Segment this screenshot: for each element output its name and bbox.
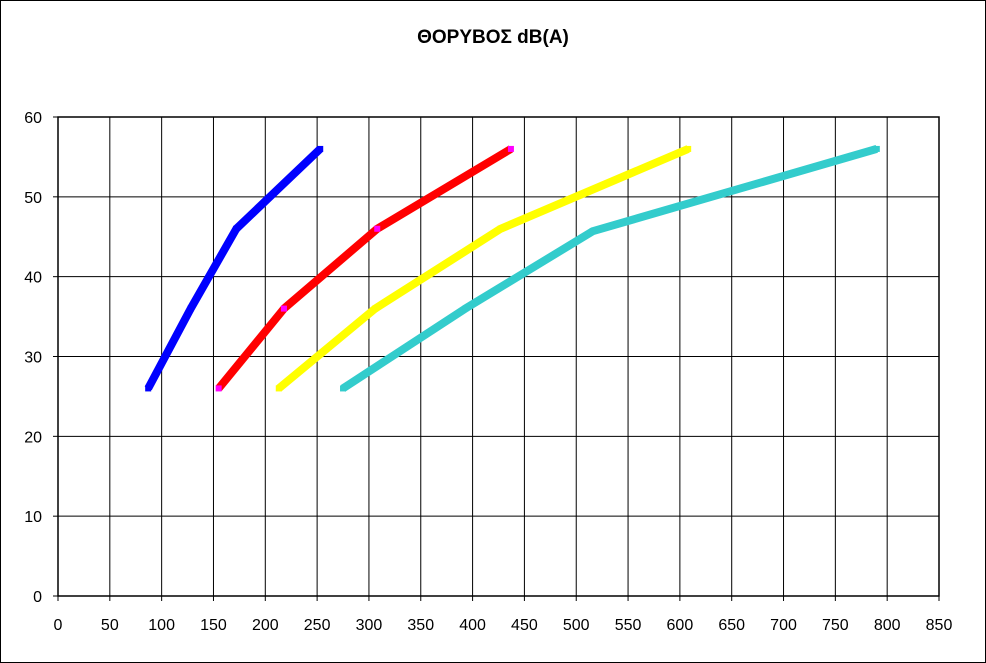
y-tick-label: 30 bbox=[24, 350, 42, 367]
x-tick-label: 600 bbox=[667, 617, 694, 634]
data-point bbox=[280, 305, 287, 312]
chart-title: ΘΟΡΥΒΟΣ dB(A) bbox=[417, 27, 569, 48]
data-point bbox=[215, 385, 222, 392]
data-point bbox=[374, 225, 381, 232]
data-point bbox=[497, 225, 504, 232]
data-point bbox=[372, 305, 379, 312]
data-point bbox=[462, 305, 469, 312]
series-2 bbox=[215, 145, 514, 392]
data-point bbox=[507, 145, 514, 152]
data-point bbox=[145, 385, 152, 392]
y-tick-label: 20 bbox=[24, 429, 42, 446]
y-tick-label: 60 bbox=[24, 110, 42, 127]
data-point bbox=[275, 385, 282, 392]
x-tick-label: 400 bbox=[459, 617, 486, 634]
x-tick-label: 200 bbox=[252, 617, 279, 634]
data-point bbox=[873, 145, 880, 152]
series-line bbox=[215, 145, 513, 391]
series-1 bbox=[144, 145, 324, 392]
x-tick-label: 850 bbox=[926, 617, 953, 634]
series-line bbox=[144, 146, 323, 391]
series-3 bbox=[275, 145, 692, 392]
series-line bbox=[340, 145, 878, 392]
x-tick-label: 650 bbox=[718, 617, 745, 634]
x-tick-label: 350 bbox=[407, 617, 434, 634]
data-point bbox=[233, 225, 240, 232]
y-tick-label: 10 bbox=[24, 509, 42, 526]
series-lines bbox=[144, 145, 880, 392]
x-tick-label: 50 bbox=[101, 617, 119, 634]
y-tick-label: 40 bbox=[24, 270, 42, 287]
x-tick-label: 750 bbox=[822, 617, 849, 634]
x-tick-label: 250 bbox=[304, 617, 331, 634]
data-point bbox=[685, 145, 692, 152]
axis-ticks: 0 50 100 150 200 250 300 350 400 450 500 550 600 650 7… bbox=[24, 110, 952, 634]
x-tick-label: 700 bbox=[770, 617, 797, 634]
y-tick-label: 0 bbox=[33, 589, 42, 606]
data-point bbox=[187, 305, 194, 312]
x-tick-label: 0 bbox=[54, 617, 63, 634]
x-tick-label: 300 bbox=[356, 617, 383, 634]
data-point bbox=[317, 145, 324, 152]
x-tick-label: 150 bbox=[200, 617, 227, 634]
grid-lines bbox=[58, 117, 939, 596]
x-tick-label: 450 bbox=[511, 617, 538, 634]
data-point bbox=[340, 385, 347, 392]
series-4 bbox=[340, 145, 880, 392]
data-point bbox=[589, 228, 596, 235]
series-line bbox=[276, 145, 690, 392]
x-tick-label: 100 bbox=[148, 617, 175, 634]
x-tick-label: 800 bbox=[874, 617, 901, 634]
x-tick-label: 500 bbox=[563, 617, 590, 634]
y-tick-label: 50 bbox=[24, 190, 42, 207]
x-tick-label: 550 bbox=[615, 617, 642, 634]
